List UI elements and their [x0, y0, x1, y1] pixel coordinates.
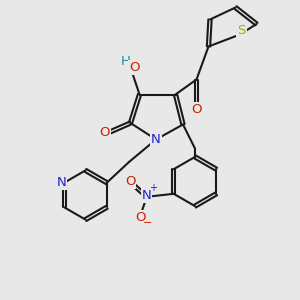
Text: N: N	[142, 189, 152, 202]
Text: O: O	[100, 125, 110, 139]
Text: O: O	[191, 103, 202, 116]
Text: O: O	[129, 61, 139, 74]
Text: O: O	[125, 175, 135, 188]
Text: S: S	[237, 23, 246, 37]
Text: N: N	[151, 133, 161, 146]
Text: −: −	[142, 218, 152, 228]
Text: O: O	[135, 211, 146, 224]
Text: H: H	[121, 55, 131, 68]
Text: N: N	[56, 176, 66, 189]
Text: +: +	[149, 183, 157, 194]
